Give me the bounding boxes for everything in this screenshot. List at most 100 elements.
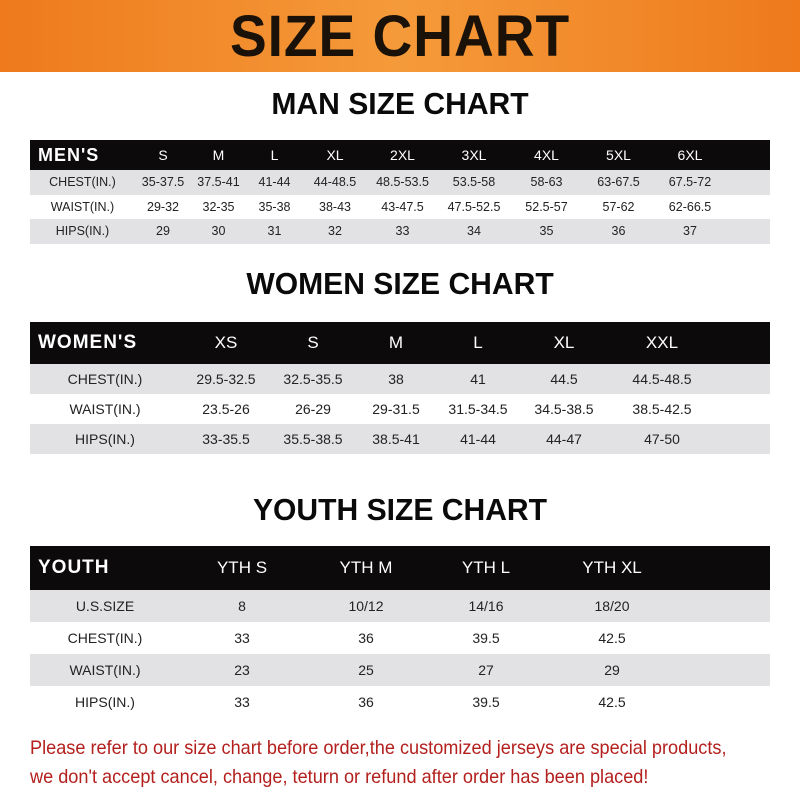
table-cell: 33-35.5 — [202, 431, 250, 447]
table-cell: 34 — [467, 224, 481, 239]
notice-line-2: we don't accept cancel, change, teturn o… — [30, 766, 649, 788]
size-header: M — [212, 147, 225, 163]
row-label: HIPS(IN.) — [75, 694, 135, 710]
table-cell: 44-48.5 — [313, 175, 357, 190]
table-cell: 26-29 — [295, 401, 331, 417]
table-cell: 44-47 — [546, 431, 582, 447]
table-cell: 41 — [470, 371, 486, 387]
table-cell: 41-44 — [460, 431, 496, 447]
table-cell: 67.5-72 — [668, 175, 712, 190]
table-header-row: MEN'S S M L XL 2XL 3XL 4XL 5XL 6XL — [30, 140, 770, 170]
table-cell: 27 — [478, 662, 494, 678]
table-cell: 29-32 — [147, 199, 179, 214]
size-header: M — [388, 333, 404, 352]
notice-line-1: Please refer to our size chart before or… — [30, 737, 727, 759]
women-size-table: WOMEN'S XS S M L XL XXL CHEST(IN.) 29.5-32.5 32.5… — [30, 322, 770, 454]
page-title: SIZE CHART — [229, 3, 571, 69]
men-size-table: MEN'S S M L XL 2XL 3XL 4XL 5XL 6XL CHEST(IN.) 35-37… — [30, 140, 770, 244]
table-cell: 43-47.5 — [381, 199, 424, 214]
row-label: CHEST(IN.) — [49, 175, 116, 190]
table-row: CHEST(IN.) 29.5-32.5 32.5-35.5 38 41 44.5 44.5… — [30, 364, 770, 394]
table-cell: 36 — [611, 224, 626, 239]
size-header: 4XL — [534, 147, 559, 163]
size-header: 5XL — [606, 147, 631, 163]
table-cell: 18/20 — [594, 598, 630, 614]
youth-chart-title: YOUTH SIZE CHART — [252, 492, 548, 527]
table-cell: 35 — [539, 224, 554, 239]
table-cell: 38 — [388, 371, 404, 387]
table-cell: 62-66.5 — [668, 199, 712, 214]
table-cell: 47-50 — [644, 431, 680, 447]
table-cell: 10/12 — [348, 598, 384, 614]
table-cell: 33 — [395, 224, 410, 239]
size-header: YTH XL — [582, 558, 642, 577]
size-header: YTH M — [339, 558, 393, 577]
table-cell: 39.5 — [472, 630, 500, 646]
table-cell: 57-62 — [602, 199, 635, 214]
table-cell: 23 — [234, 662, 250, 678]
title-banner: SIZE CHART — [0, 0, 800, 72]
men-chart-title: MAN SIZE CHART — [271, 86, 529, 121]
row-label: CHEST(IN.) — [67, 630, 143, 646]
table-cell: 34.5-38.5 — [534, 401, 594, 417]
table-cell: 53.5-58 — [452, 175, 496, 190]
size-header: YTH L — [461, 558, 511, 577]
table-cell: 32.5-35.5 — [283, 371, 343, 387]
table-cell: 58-63 — [530, 175, 563, 190]
table-corner-label: YOUTH — [38, 557, 110, 578]
table-cell: 47.5-52.5 — [447, 199, 501, 214]
table-cell: 36 — [358, 630, 374, 646]
youth-size-table: YOUTH YTH S YTH M YTH L YTH XL U.S.SIZE 8 10/12… — [30, 546, 770, 718]
table-cell: 31.5-34.5 — [448, 401, 508, 417]
table-cell: 29-31.5 — [372, 401, 420, 417]
table-row: HIPS(IN.) 29 30 31 32 33 34 35 36 37 — [30, 219, 770, 244]
table-cell: 38.5-42.5 — [632, 401, 692, 417]
table-cell: 42.5 — [598, 694, 626, 710]
table-cell: 32-35 — [202, 199, 235, 214]
table-header-row: WOMEN'S XS S M L XL XXL — [30, 322, 770, 364]
size-header: XS — [214, 333, 238, 352]
table-cell: 29 — [156, 224, 170, 239]
row-label: WAIST(IN.) — [69, 662, 141, 678]
table-row: HIPS(IN.) 33 36 39.5 42.5 — [30, 686, 770, 718]
table-cell: 35.5-38.5 — [283, 431, 343, 447]
table-cell: 23.5-26 — [202, 401, 250, 417]
table-corner-label: MEN'S — [38, 144, 100, 165]
row-label: U.S.SIZE — [75, 598, 135, 614]
table-cell: 8 — [238, 598, 246, 614]
row-label: CHEST(IN.) — [67, 371, 143, 387]
table-row: HIPS(IN.) 33-35.5 35.5-38.5 38.5-41 41-44 44-… — [30, 424, 770, 454]
table-cell: 52.5-57 — [525, 199, 568, 214]
row-label: WAIST(IN.) — [50, 199, 115, 214]
row-label: HIPS(IN.) — [75, 431, 135, 447]
table-cell: 41-44 — [258, 175, 291, 190]
table-cell: 37 — [683, 224, 697, 239]
size-header: S — [158, 147, 168, 163]
size-header: S — [307, 333, 319, 352]
table-cell: 48.5-53.5 — [376, 175, 429, 190]
row-label: WAIST(IN.) — [69, 401, 141, 417]
table-row: WAIST(IN.) 23 25 27 29 — [30, 654, 770, 686]
size-header: XXL — [645, 333, 679, 352]
table-row: U.S.SIZE 8 10/12 14/16 18/20 — [30, 590, 770, 622]
table-cell: 33 — [234, 630, 250, 646]
table-cell: 25 — [358, 662, 374, 678]
table-row: CHEST(IN.) 35-37.5 37.5-41 41-44 44-48.5 48.5… — [30, 170, 770, 195]
table-cell: 32 — [328, 224, 342, 239]
row-label: HIPS(IN.) — [55, 224, 110, 239]
table-cell: 31 — [267, 224, 282, 239]
table-cell: 38.5-41 — [372, 431, 420, 447]
table-cell: 39.5 — [472, 694, 500, 710]
women-chart-title: WOMEN SIZE CHART — [246, 266, 554, 301]
size-header: L — [270, 147, 279, 163]
size-header: 6XL — [677, 147, 703, 163]
size-header: XL — [553, 333, 575, 352]
table-cell: 44.5-48.5 — [632, 371, 692, 387]
size-header: L — [473, 333, 483, 352]
size-header: 2XL — [390, 147, 415, 163]
table-cell: 33 — [234, 694, 250, 710]
table-cell: 38-43 — [319, 199, 351, 214]
table-cell: 35-37.5 — [141, 175, 185, 190]
table-row: CHEST(IN.) 33 36 39.5 42.5 — [30, 622, 770, 654]
table-cell: 30 — [211, 224, 226, 239]
